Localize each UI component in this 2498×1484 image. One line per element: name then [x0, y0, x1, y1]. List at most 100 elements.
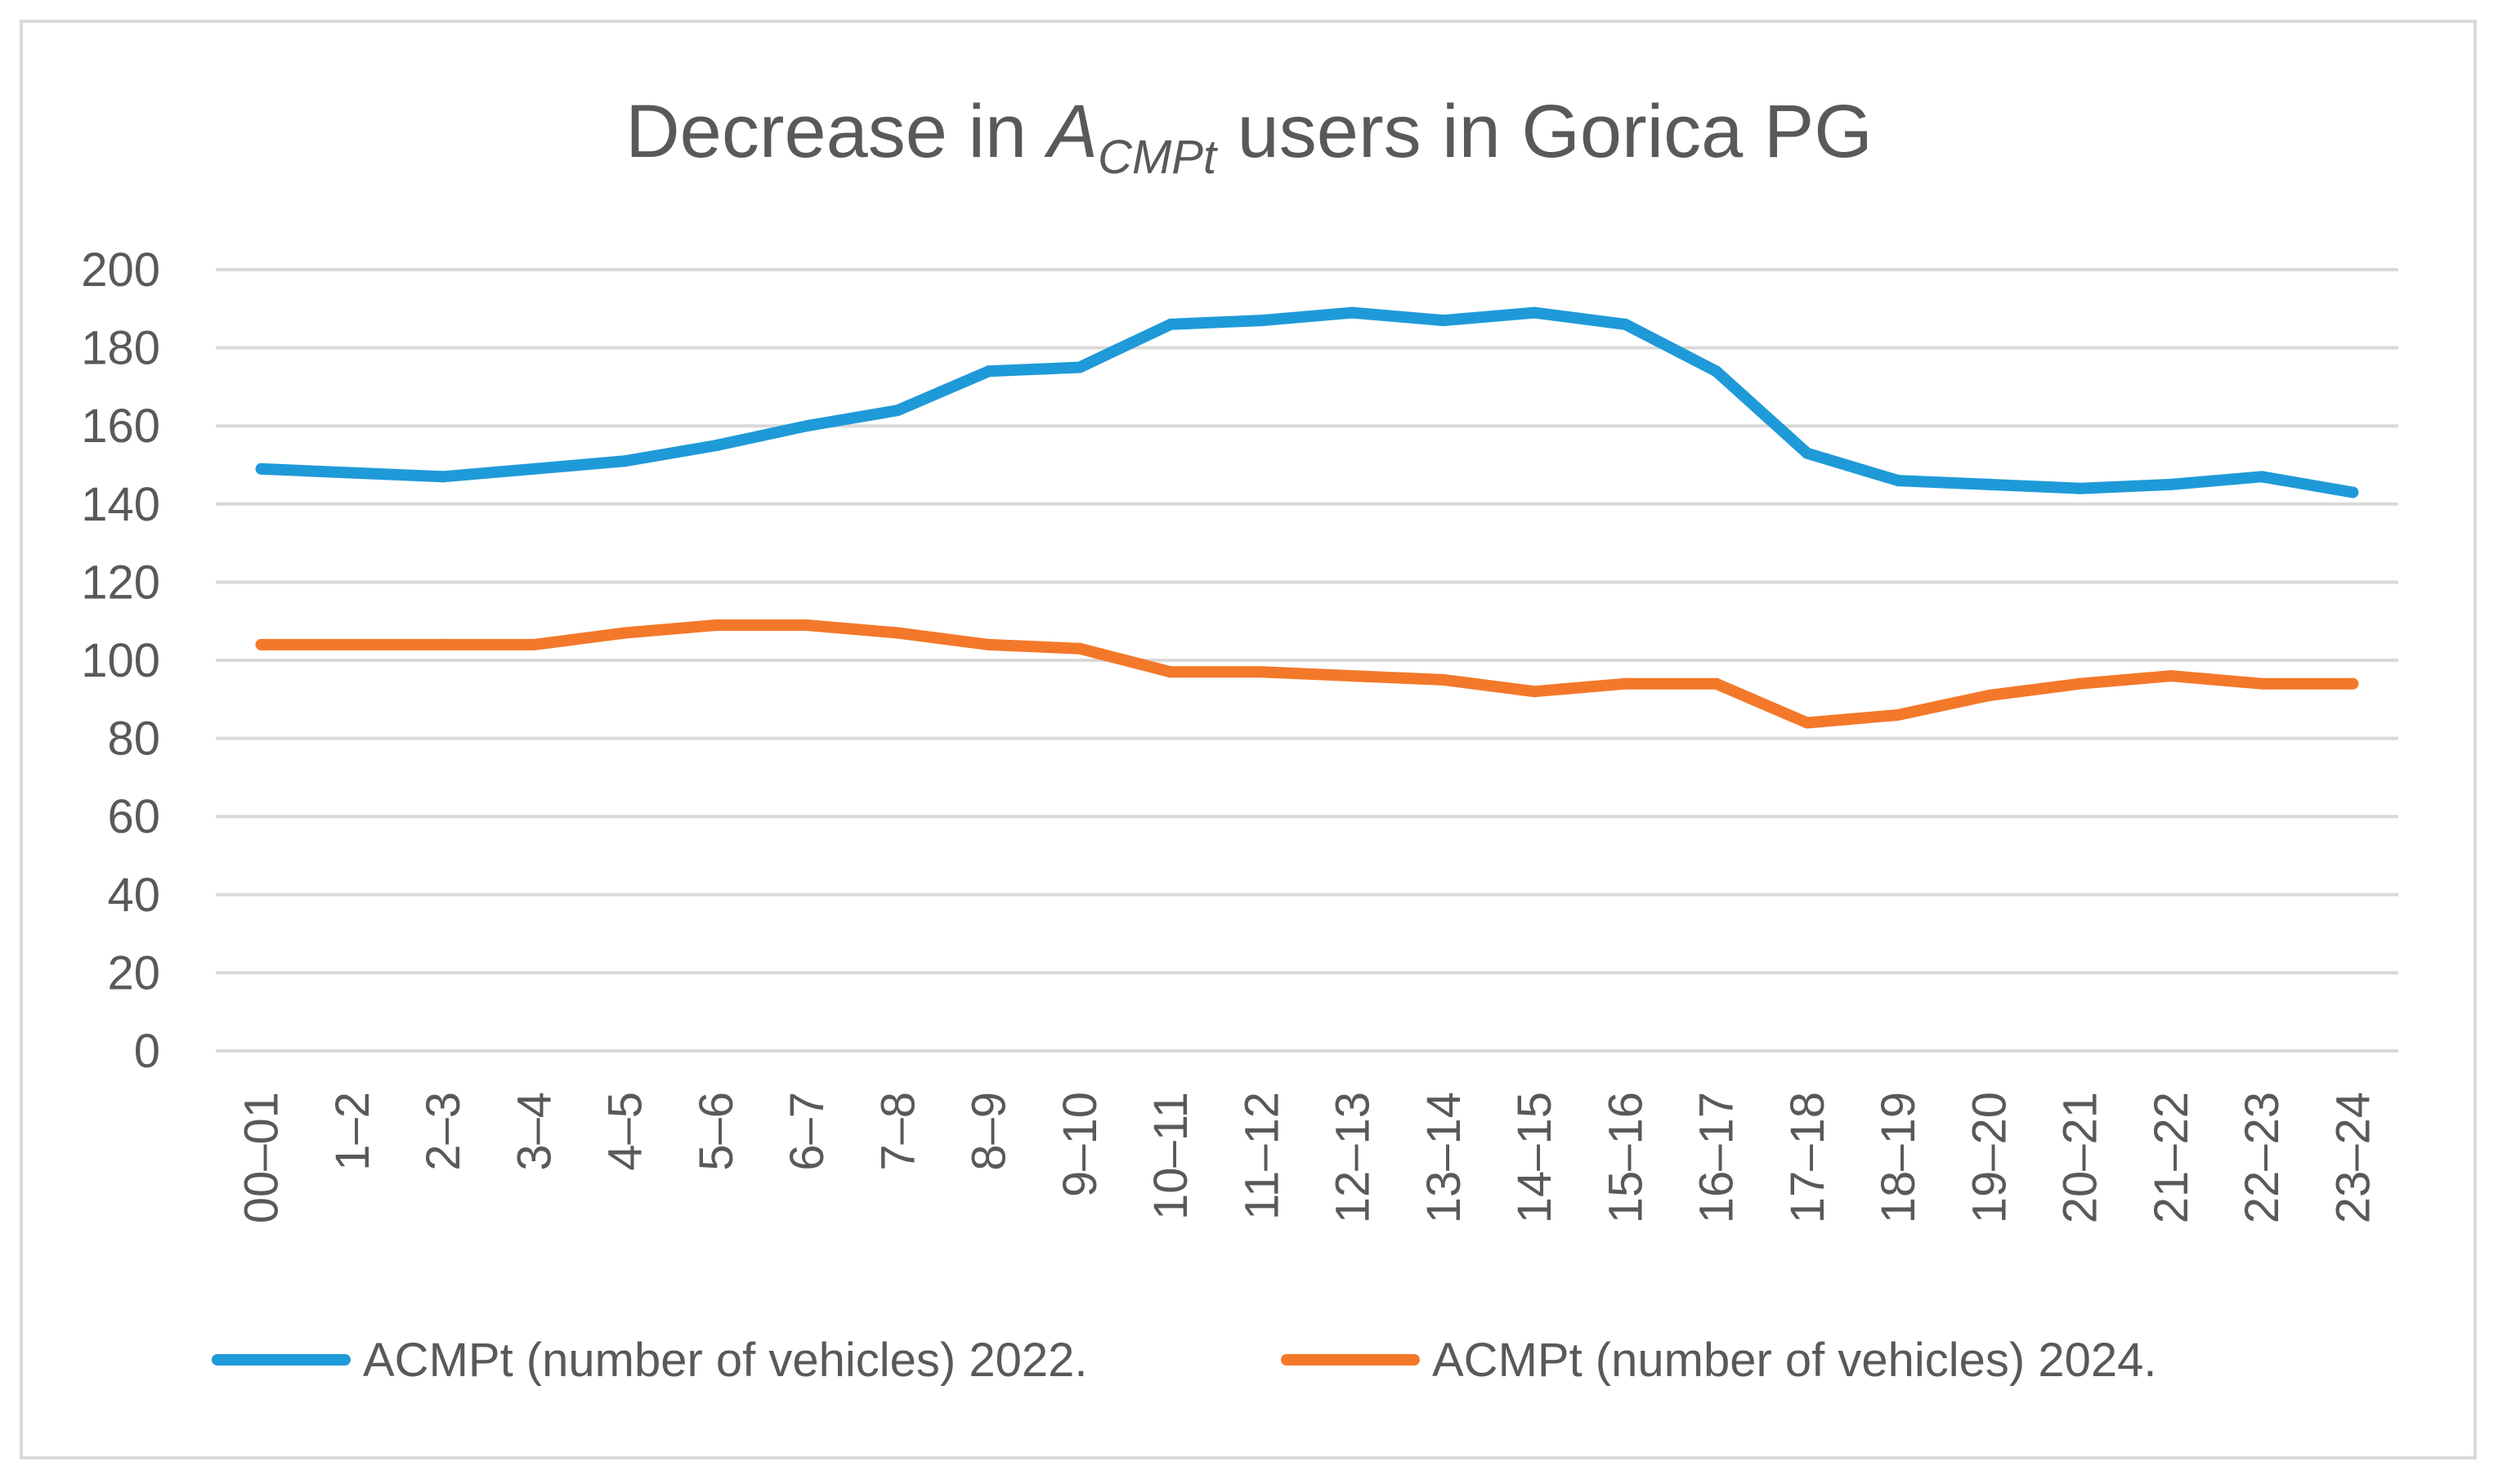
- legend-item-2: ACMPt (number of vehicles) 2024.: [1281, 1334, 2156, 1387]
- data-point: [892, 627, 904, 639]
- y-tick-label: 120: [81, 556, 160, 609]
- gridlines: [216, 268, 2398, 1053]
- x-tick-label: 12–13: [1327, 1092, 1380, 1223]
- y-tick-label: 200: [81, 244, 160, 297]
- y-tick-label: 40: [107, 869, 160, 922]
- data-point: [2074, 482, 2086, 494]
- x-tick-label: 10–11: [1144, 1092, 1198, 1220]
- data-point: [346, 467, 358, 479]
- chart-title-var-sub: CMPt: [1098, 131, 1219, 184]
- series-line: [255, 306, 2359, 498]
- data-point: [983, 365, 995, 378]
- data-point: [619, 455, 631, 467]
- x-tick-label: 21–22: [2145, 1092, 2198, 1223]
- x-tick-label: 15–16: [1599, 1092, 1652, 1223]
- y-tick-label: 60: [107, 790, 160, 843]
- legend-item-1: ACMPt (number of vehicles) 2022.: [212, 1334, 1087, 1387]
- x-tick-label: 6–7: [781, 1092, 834, 1171]
- x-tick-label: 22–23: [2236, 1092, 2289, 1223]
- data-point: [2347, 677, 2359, 690]
- x-tick-label: 9–10: [1054, 1092, 1107, 1197]
- x-tick-label: 13–14: [1417, 1092, 1471, 1223]
- data-point: [437, 638, 450, 650]
- x-tick-label: 2–3: [417, 1092, 470, 1171]
- x-tick-label: 4–5: [599, 1092, 652, 1171]
- y-axis-ticks: 0 20 40 60 80 100 120 140 160 180 200: [81, 244, 160, 1078]
- x-tick-label: 7–8: [871, 1092, 924, 1171]
- data-point: [1529, 306, 1541, 319]
- data-point: [255, 638, 267, 650]
- y-tick-label: 160: [81, 400, 160, 453]
- data-point: [1437, 673, 1449, 686]
- y-tick-label: 80: [107, 713, 160, 766]
- y-tick-label: 100: [81, 634, 160, 687]
- data-point: [1619, 318, 1632, 330]
- data-point: [1346, 670, 1359, 682]
- x-tick-label: 00–01: [235, 1092, 289, 1223]
- data-point: [2256, 471, 2268, 483]
- data-point: [801, 420, 813, 432]
- x-tick-label: 14–15: [1508, 1092, 1561, 1223]
- x-tick-label: 8–9: [963, 1092, 1016, 1171]
- data-point: [1710, 677, 1722, 690]
- data-point: [1073, 642, 1086, 655]
- data-point: [2164, 478, 2177, 490]
- x-tick-label: 17–18: [1781, 1092, 1834, 1223]
- series-1: [255, 306, 2359, 498]
- data-point: [619, 627, 631, 639]
- y-tick-label: 180: [81, 322, 160, 375]
- data-point: [528, 463, 540, 475]
- chart-title: Decrease in ACMPt users in Gorica PG: [625, 90, 1873, 184]
- data-point: [528, 638, 540, 650]
- data-point: [801, 619, 813, 631]
- x-tick-label: 16–17: [1690, 1092, 1744, 1223]
- data-point: [2347, 486, 2359, 498]
- data-point: [1165, 318, 1177, 330]
- x-tick-label: 19–20: [1963, 1092, 2016, 1223]
- y-tick-label: 20: [107, 946, 160, 999]
- data-point: [1437, 315, 1449, 327]
- data-point: [346, 638, 358, 650]
- series-lines: [255, 306, 2359, 729]
- chart-title-prefix: Decrease in: [625, 90, 1047, 173]
- data-point: [1710, 365, 1722, 378]
- x-axis-ticks: 00–01 1–2 2–3 3–4 4–5 5–6 6–7 7–8 8–9 9–10 10–11 11…: [235, 1092, 2380, 1223]
- data-point: [2164, 670, 2177, 682]
- data-point: [255, 463, 267, 475]
- y-tick-label: 140: [81, 478, 160, 531]
- series-line: [255, 619, 2359, 729]
- data-point: [710, 619, 722, 631]
- legend-label: ACMPt (number of vehicles) 2022.: [363, 1334, 1087, 1387]
- data-point: [1073, 361, 1086, 373]
- x-tick-label: 20–21: [2054, 1092, 2107, 1223]
- legend-label: ACMPt (number of vehicles) 2024.: [1432, 1334, 2156, 1387]
- data-point: [1983, 478, 1995, 490]
- x-tick-label: 5–6: [690, 1092, 743, 1171]
- data-point: [983, 638, 995, 650]
- series-2: [255, 619, 2359, 729]
- data-point: [1529, 686, 1541, 698]
- x-tick-label: 11–12: [1235, 1092, 1288, 1220]
- data-point: [437, 471, 450, 483]
- chart-title-suffix: users in Gorica PG: [1216, 90, 1873, 173]
- data-point: [1619, 677, 1632, 690]
- chart-title-var-main: A: [1044, 90, 1098, 173]
- data-point: [1256, 315, 1268, 327]
- data-point: [1892, 475, 1905, 487]
- data-point: [2074, 677, 2086, 690]
- x-tick-label: 18–19: [1872, 1092, 1925, 1223]
- data-point: [1801, 447, 1813, 459]
- x-tick-label: 1–2: [326, 1092, 379, 1171]
- data-point: [2256, 677, 2268, 690]
- data-point: [892, 405, 904, 417]
- data-point: [1165, 666, 1177, 678]
- data-point: [1892, 708, 1905, 721]
- data-point: [1346, 306, 1359, 319]
- data-point: [1983, 690, 1995, 702]
- data-point: [1801, 717, 1813, 729]
- data-point: [710, 440, 722, 452]
- x-tick-label: 23–24: [2326, 1092, 2379, 1223]
- y-tick-label: 0: [134, 1025, 160, 1078]
- data-point: [1256, 666, 1268, 678]
